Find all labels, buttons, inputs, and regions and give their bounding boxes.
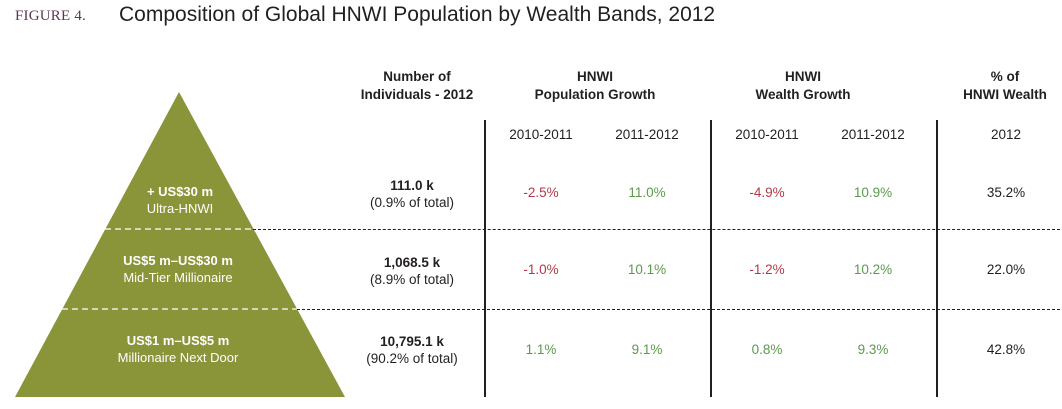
band-range: + US$30 m bbox=[146, 184, 214, 199]
wealth-share-2012: 35.2% bbox=[986, 185, 1026, 200]
wealth-growth-2011-2012: 10.9% bbox=[853, 185, 893, 200]
band-name: Mid-Tier Millionaire bbox=[123, 270, 233, 285]
subheader-wealth-2011-2012: 2011-2012 bbox=[841, 127, 905, 142]
header-share: % of HNWI Wealth bbox=[940, 68, 1062, 104]
header-line: Number of bbox=[383, 69, 451, 84]
subheader-pop-2010-2011: 2010-2011 bbox=[509, 127, 573, 142]
header-line: % of bbox=[990, 69, 1020, 84]
header-wealth-growth: HNWI Wealth Growth bbox=[718, 68, 888, 104]
wealth-share-2012: 22.0% bbox=[986, 262, 1026, 277]
wealth-growth-2011-2012: 10.2% bbox=[853, 262, 893, 277]
count-share: (0.9% of total) bbox=[369, 195, 455, 210]
band-mid-tier: US$5 m–US$30 m Mid-Tier Millionaire bbox=[78, 252, 278, 286]
figure-label: FIGURE 4. bbox=[15, 8, 86, 24]
table-row-mid-count: 1,068.5 k (8.9% of total) bbox=[337, 254, 487, 288]
band-next-door: US$1 m–US$5 m Millionaire Next Door bbox=[78, 332, 278, 366]
header-count: Number of Individuals - 2012 bbox=[332, 68, 502, 104]
column-divider-2 bbox=[710, 120, 712, 397]
pyramid-shape bbox=[15, 92, 345, 397]
count-share: (90.2% of total) bbox=[366, 351, 458, 366]
wealth-growth-2010-2011: -1.2% bbox=[749, 262, 785, 277]
band-name: Millionaire Next Door bbox=[117, 350, 239, 365]
row-divider-2 bbox=[297, 309, 1060, 310]
band-name: Ultra-HNWI bbox=[146, 201, 214, 216]
pop-growth-2011-2012: 10.1% bbox=[627, 262, 667, 277]
column-divider-3 bbox=[936, 120, 938, 397]
count-share: (8.9% of total) bbox=[369, 272, 455, 287]
pop-growth-2010-2011: 1.1% bbox=[525, 342, 557, 357]
pop-growth-2011-2012: 9.1% bbox=[631, 342, 663, 357]
count-value: 1,068.5 k bbox=[383, 255, 441, 270]
subheader-wealth-2010-2011: 2010-2011 bbox=[735, 127, 799, 142]
band-range: US$5 m–US$30 m bbox=[123, 253, 233, 268]
band-ultra-hnwi: + US$30 m Ultra-HNWI bbox=[80, 183, 280, 217]
wealth-growth-2011-2012: 9.3% bbox=[857, 342, 889, 357]
count-value: 10,795.1 k bbox=[380, 334, 444, 349]
wealth-growth-2010-2011: -4.9% bbox=[749, 185, 785, 200]
pop-growth-2010-2011: -1.0% bbox=[523, 262, 559, 277]
column-divider-1 bbox=[484, 120, 486, 397]
pop-growth-2011-2012: 11.0% bbox=[628, 185, 666, 200]
wealth-growth-2010-2011: 0.8% bbox=[751, 342, 783, 357]
subheader-share-2012: 2012 bbox=[990, 127, 1022, 142]
row-divider-1 bbox=[253, 229, 1060, 230]
header-line: HNWI Wealth bbox=[963, 87, 1047, 102]
header-line: Individuals - 2012 bbox=[360, 87, 474, 102]
header-pop-growth: HNWI Population Growth bbox=[510, 68, 680, 104]
header-line: Population Growth bbox=[534, 87, 656, 102]
header-line: Wealth Growth bbox=[755, 87, 851, 102]
figure-title: Composition of Global HNWI Population by… bbox=[119, 3, 716, 26]
wealth-share-2012: 42.8% bbox=[986, 342, 1026, 357]
subheader-pop-2011-2012: 2011-2012 bbox=[615, 127, 679, 142]
header-line: HNWI bbox=[785, 69, 821, 84]
pop-growth-2010-2011: -2.5% bbox=[523, 185, 559, 200]
band-range: US$1 m–US$5 m bbox=[126, 333, 230, 348]
table-row-nextdoor-count: 10,795.1 k (90.2% of total) bbox=[327, 333, 497, 367]
count-value: 111.0 k bbox=[390, 178, 434, 193]
header-line: HNWI bbox=[577, 69, 613, 84]
table-row-ultra-count: 111.0 k (0.9% of total) bbox=[337, 177, 487, 211]
